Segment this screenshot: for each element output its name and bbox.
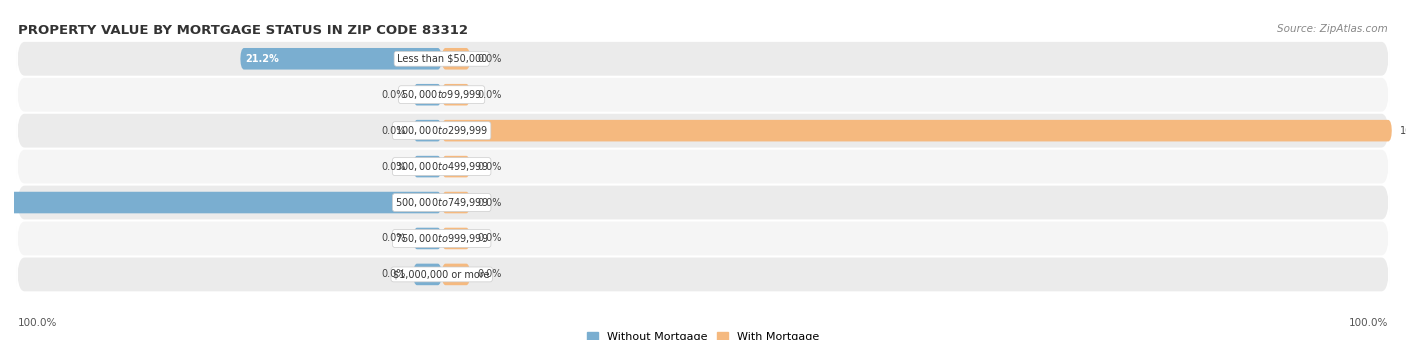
FancyBboxPatch shape — [240, 48, 441, 70]
Text: $500,000 to $749,999: $500,000 to $749,999 — [395, 196, 488, 209]
Text: PROPERTY VALUE BY MORTGAGE STATUS IN ZIP CODE 83312: PROPERTY VALUE BY MORTGAGE STATUS IN ZIP… — [18, 24, 468, 37]
Text: $1,000,000 or more: $1,000,000 or more — [394, 269, 489, 279]
Text: 0.0%: 0.0% — [478, 198, 502, 207]
Text: 0.0%: 0.0% — [478, 90, 502, 100]
FancyBboxPatch shape — [17, 78, 1389, 112]
Text: $100,000 to $299,999: $100,000 to $299,999 — [395, 124, 488, 137]
FancyBboxPatch shape — [441, 84, 470, 105]
FancyBboxPatch shape — [441, 228, 470, 249]
Text: 100.0%: 100.0% — [18, 318, 58, 328]
Text: 0.0%: 0.0% — [478, 269, 502, 279]
FancyBboxPatch shape — [413, 264, 441, 285]
Text: $300,000 to $499,999: $300,000 to $499,999 — [395, 160, 488, 173]
Text: $750,000 to $999,999: $750,000 to $999,999 — [395, 232, 488, 245]
FancyBboxPatch shape — [17, 222, 1389, 255]
Text: $50,000 to $99,999: $50,000 to $99,999 — [401, 88, 482, 101]
Text: 0.0%: 0.0% — [381, 126, 405, 136]
Text: 100.0%: 100.0% — [1399, 126, 1406, 136]
FancyBboxPatch shape — [441, 264, 470, 285]
FancyBboxPatch shape — [441, 192, 470, 213]
FancyBboxPatch shape — [413, 156, 441, 177]
Text: 0.0%: 0.0% — [381, 90, 405, 100]
FancyBboxPatch shape — [413, 84, 441, 105]
FancyBboxPatch shape — [17, 42, 1389, 76]
Text: 0.0%: 0.0% — [478, 162, 502, 172]
FancyBboxPatch shape — [441, 120, 1392, 141]
Text: 0.0%: 0.0% — [478, 234, 502, 243]
Text: 0.0%: 0.0% — [381, 162, 405, 172]
FancyBboxPatch shape — [441, 156, 470, 177]
Text: 100.0%: 100.0% — [1348, 318, 1388, 328]
FancyBboxPatch shape — [17, 257, 1389, 291]
Text: 0.0%: 0.0% — [381, 234, 405, 243]
FancyBboxPatch shape — [413, 120, 441, 141]
Text: 0.0%: 0.0% — [381, 269, 405, 279]
FancyBboxPatch shape — [0, 192, 441, 213]
FancyBboxPatch shape — [17, 150, 1389, 184]
FancyBboxPatch shape — [17, 186, 1389, 219]
Text: Less than $50,000: Less than $50,000 — [396, 54, 486, 64]
FancyBboxPatch shape — [441, 48, 470, 70]
Legend: Without Mortgage, With Mortgage: Without Mortgage, With Mortgage — [588, 332, 818, 340]
Text: 0.0%: 0.0% — [478, 54, 502, 64]
Text: Source: ZipAtlas.com: Source: ZipAtlas.com — [1277, 24, 1388, 34]
Text: 21.2%: 21.2% — [245, 54, 278, 64]
FancyBboxPatch shape — [17, 114, 1389, 148]
FancyBboxPatch shape — [413, 228, 441, 249]
